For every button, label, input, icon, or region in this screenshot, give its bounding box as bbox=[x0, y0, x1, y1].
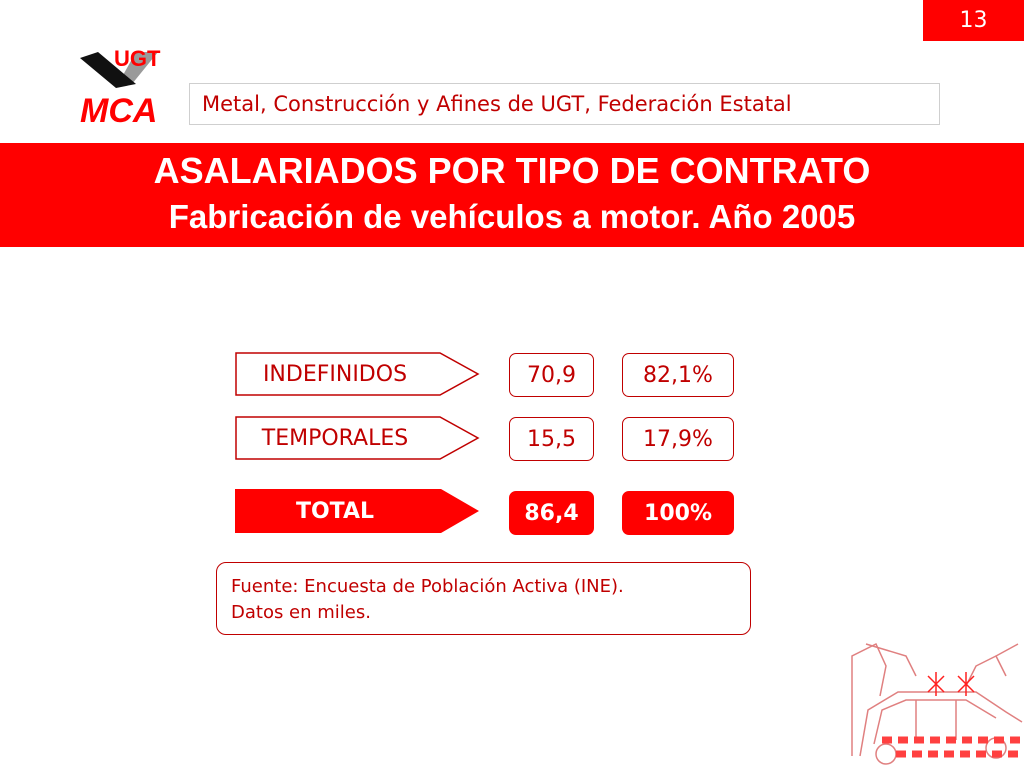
organization-header: Metal, Construcción y Afines de UGT, Fed… bbox=[189, 83, 940, 125]
subtitle: Fabricación de vehículos a motor. Año 20… bbox=[168, 198, 856, 235]
row-value-indefinidos: 70,9 bbox=[509, 353, 594, 397]
organization-name: Metal, Construcción y Afines de UGT, Fed… bbox=[202, 92, 792, 116]
row-label-temporales: TEMPORALES bbox=[235, 416, 480, 460]
row-label-total: TOTAL bbox=[235, 489, 480, 533]
units-line: Datos en miles. bbox=[231, 602, 371, 623]
title-banner: ASALARIADOS POR TIPO DE CONTRATO Fabrica… bbox=[0, 143, 1024, 247]
row-label-text: TEMPORALES bbox=[261, 425, 409, 451]
main-title: ASALARIADOS POR TIPO DE CONTRATO bbox=[153, 150, 871, 191]
row-label-text: INDEFINIDOS bbox=[262, 361, 408, 387]
row-percent-indefinidos: 82,1% bbox=[622, 353, 734, 397]
slide-number: 13 bbox=[923, 0, 1024, 41]
row-value-total: 86,4 bbox=[509, 491, 594, 535]
car-factory-robots-icon bbox=[846, 636, 1024, 768]
logo-top-text: UGT bbox=[114, 46, 161, 71]
source-note: Fuente: Encuesta de Población Activa (IN… bbox=[216, 562, 751, 635]
arrow-shape-icon bbox=[235, 489, 479, 533]
row-label-text: TOTAL bbox=[295, 498, 375, 524]
row-percent-total: 100% bbox=[622, 491, 734, 535]
row-label-indefinidos: INDEFINIDOS bbox=[235, 352, 480, 396]
row-value-temporales: 15,5 bbox=[509, 417, 594, 461]
source-line: Fuente: Encuesta de Población Activa (IN… bbox=[231, 576, 624, 597]
arrow-shape-icon bbox=[235, 352, 480, 396]
row-percent-temporales: 17,9% bbox=[622, 417, 734, 461]
arrow-shape-icon bbox=[235, 416, 480, 460]
ugt-mca-logo-icon: UGT MCA bbox=[78, 38, 174, 130]
logo-bottom-text: MCA bbox=[80, 92, 157, 126]
